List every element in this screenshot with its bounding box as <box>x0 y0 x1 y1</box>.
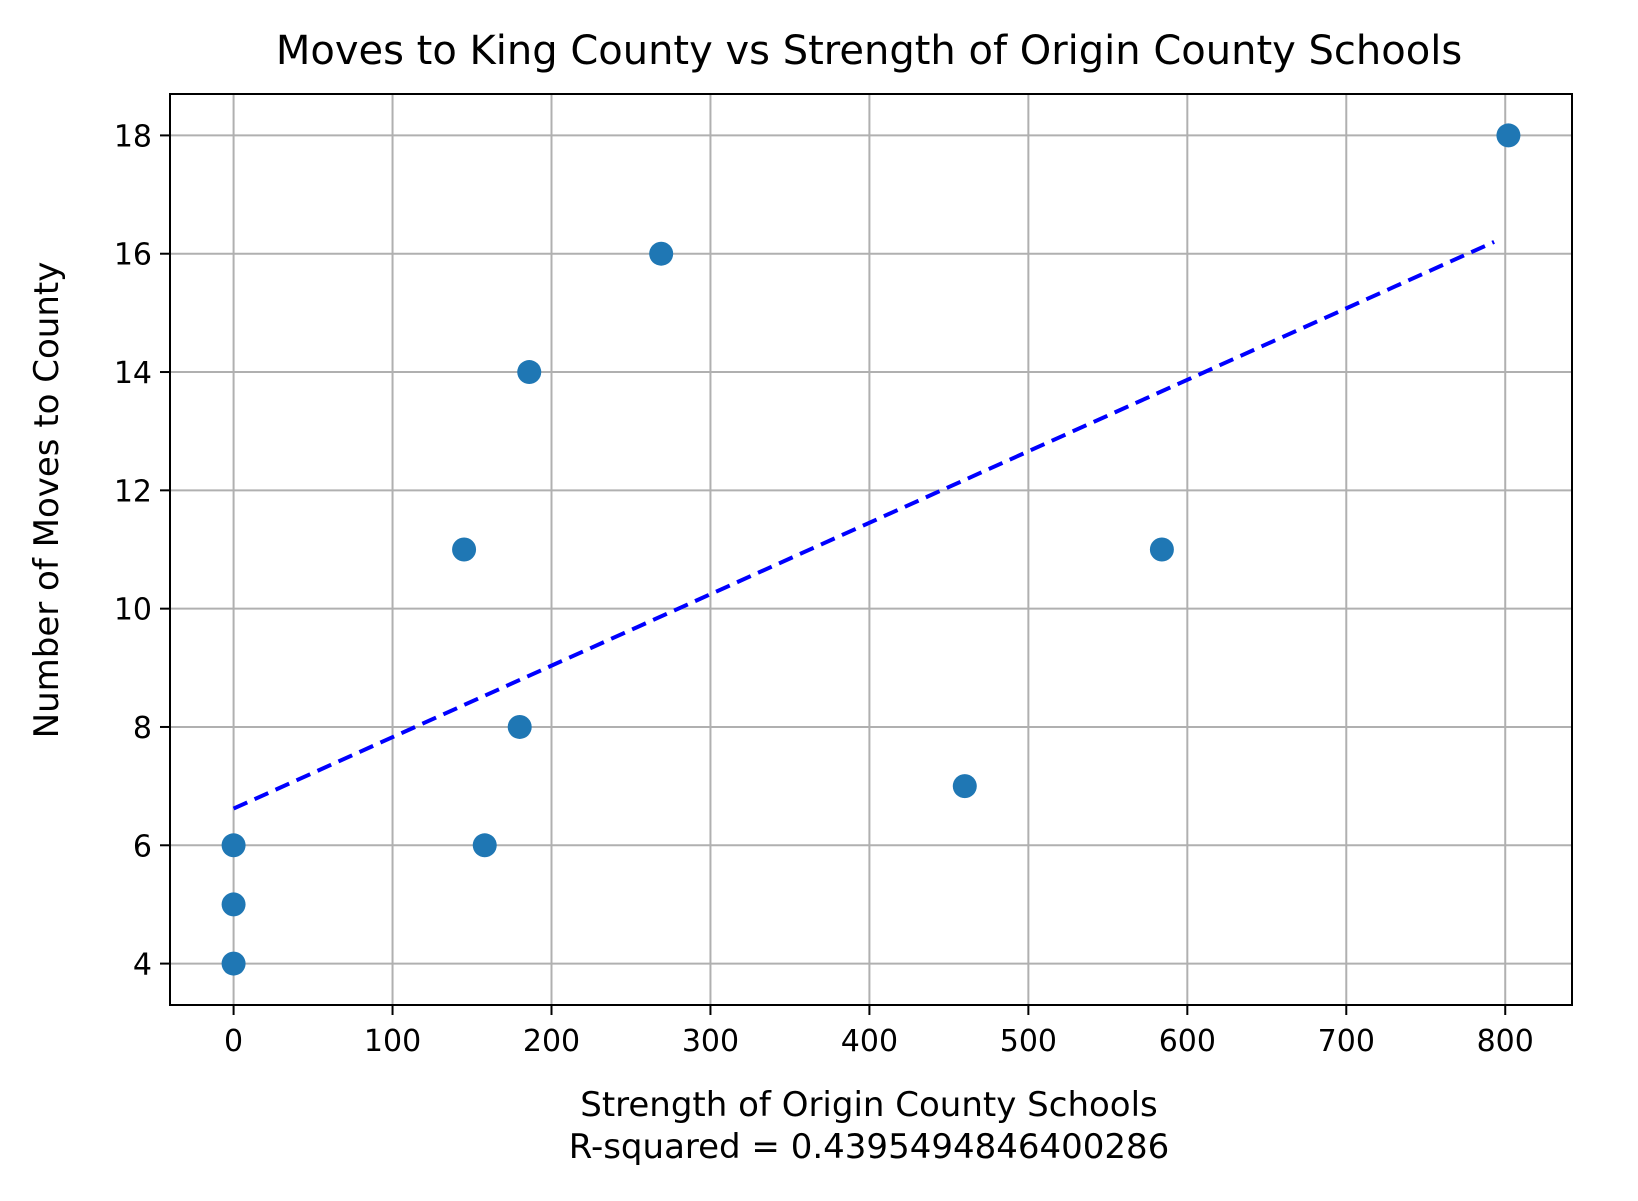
y-tick-label: 18 <box>114 119 152 154</box>
data-point <box>221 833 246 858</box>
y-tick-label: 14 <box>114 356 152 391</box>
y-tick-label: 8 <box>133 711 152 746</box>
data-point <box>452 537 477 562</box>
x-tick-label: 700 <box>1318 1024 1375 1059</box>
data-point <box>507 714 532 739</box>
data-point <box>472 833 497 858</box>
ticks: 0 100 200 300 400 500 600 700 800 4 6 8 10 12 14 16 18 <box>114 119 1534 1059</box>
data-point <box>1496 123 1521 148</box>
y-tick-label: 10 <box>114 593 152 628</box>
chart-title: Moves to King County vs Strength of Orig… <box>276 28 1462 74</box>
x-tick-label: 400 <box>841 1024 898 1059</box>
data-point <box>952 774 977 799</box>
data-point <box>517 360 542 385</box>
x-axis-label: Strength of Origin County Schools <box>580 1085 1158 1125</box>
x-tick-label: 200 <box>523 1024 580 1059</box>
points-layer <box>221 123 1521 976</box>
data-point <box>221 951 246 976</box>
data-point <box>221 892 246 917</box>
x-tick-label: 300 <box>682 1024 739 1059</box>
trendline <box>232 240 1495 811</box>
plot-frame <box>169 93 1573 1006</box>
x-tick-label: 600 <box>1159 1024 1216 1059</box>
x-tick-label: 100 <box>364 1024 421 1059</box>
r-squared-label: R-squared = 0.4395494846400286 <box>569 1127 1170 1167</box>
trendline-layer <box>232 240 1495 811</box>
y-tick-label: 6 <box>133 829 152 864</box>
grid <box>170 94 1572 1005</box>
y-axis-label: Number of Moves to County <box>27 262 67 739</box>
x-tick-label: 0 <box>224 1024 243 1059</box>
y-tick-label: 12 <box>114 474 152 509</box>
y-tick-label: 4 <box>133 948 152 983</box>
x-tick-label: 500 <box>1000 1024 1057 1059</box>
data-point <box>649 241 674 266</box>
y-tick-label: 16 <box>114 238 152 273</box>
x-tick-label: 800 <box>1477 1024 1534 1059</box>
data-point <box>1149 537 1174 562</box>
